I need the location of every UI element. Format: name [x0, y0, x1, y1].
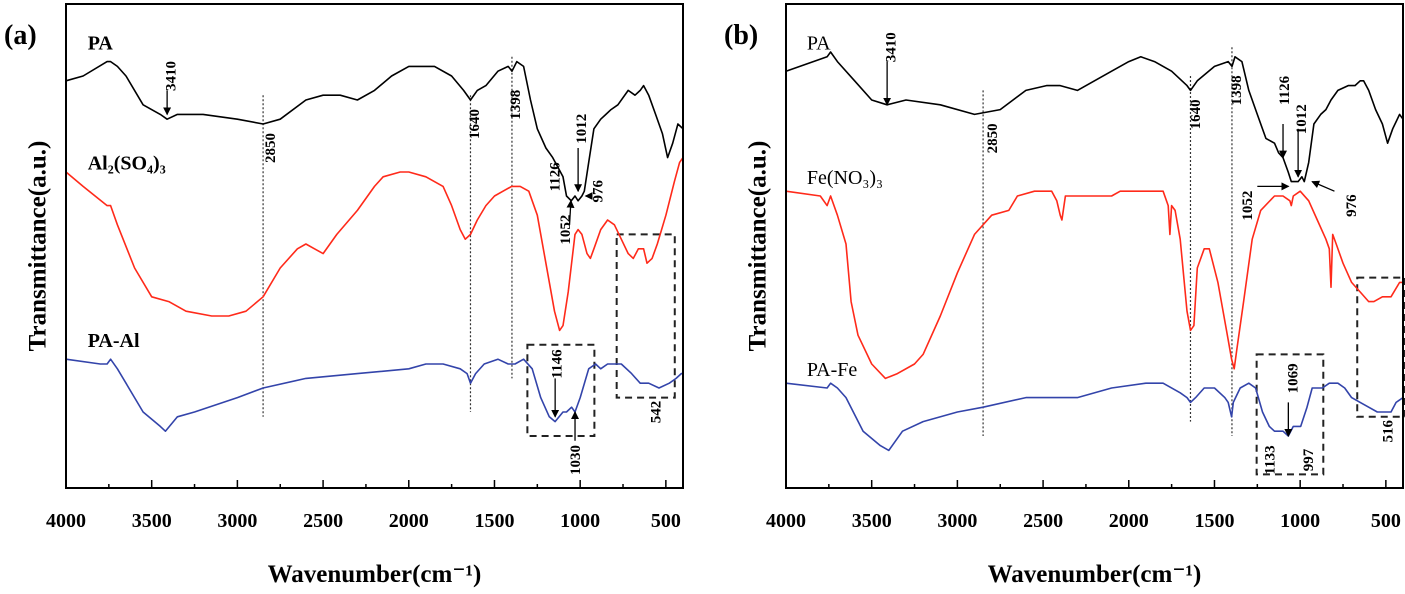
series-line-al-so- [65, 157, 684, 332]
peak-label-1012: 1012 [1294, 104, 1310, 134]
panel-label: (b) [724, 20, 758, 51]
peak-label-976: 976 [1344, 194, 1360, 217]
peak-arrow [566, 199, 575, 225]
x-tick-label: 1000 [560, 510, 600, 532]
peak-label-1398: 1398 [1229, 75, 1245, 105]
peak-arrow [1311, 180, 1335, 192]
highlight-box [1356, 276, 1405, 418]
peak-label-976: 976 [590, 179, 606, 202]
series-line-pa [785, 51, 1404, 183]
peak-label-997: 997 [1301, 448, 1317, 471]
series-label: PA [88, 32, 114, 54]
highlight-box [615, 233, 676, 399]
peak-label-2850: 2850 [263, 133, 279, 163]
x-tick-label: 1500 [1194, 510, 1234, 532]
peak-label-1133: 1133 [1262, 445, 1278, 474]
peak-label-1146: 1146 [549, 349, 565, 379]
panel-label: (a) [4, 20, 37, 51]
series-label: Fe(NO₃)₃ [807, 167, 883, 189]
x-tick-label: 2500 [1023, 510, 1063, 532]
highlight-box [1255, 353, 1325, 476]
series-line-pa [65, 60, 684, 202]
panel-b: 4000 3500 3000 2500 2000 1500 1000 500 PA Fe(NO₃)… [724, 3, 1405, 588]
x-tick-label: 500 [651, 510, 681, 532]
x-tick-label: 3000 [937, 510, 977, 532]
y-axis-title: Transmittance(a.u.) [25, 141, 52, 352]
peak-label-1126: 1126 [1277, 75, 1293, 105]
peak-label-1398: 1398 [508, 90, 524, 120]
x-tick-label: 500 [1371, 510, 1401, 532]
x-axis-title: Wavenumber(cm⁻¹) [988, 561, 1202, 588]
peak-label-1069: 1069 [1285, 363, 1301, 393]
y-axis-title: Transmittance(a.u.) [745, 141, 772, 352]
series-label: Al₂(SO₄)₃ [88, 152, 166, 174]
x-tick-label: 3500 [132, 510, 172, 532]
series-line-pa-al [65, 358, 683, 432]
peak-label-3410: 3410 [884, 32, 900, 62]
series-label: PA-Fe [807, 359, 858, 381]
peak-label-1640: 1640 [467, 109, 483, 139]
x-tick-label: 3500 [852, 510, 892, 532]
peak-label-1640: 1640 [1188, 99, 1204, 129]
x-tick-label: 2000 [1109, 510, 1149, 532]
series-label: PA-Al [88, 330, 140, 352]
peak-label-1030: 1030 [568, 445, 584, 475]
x-tick-label: 4000 [766, 510, 806, 532]
peak-label-542: 542 [649, 401, 665, 424]
x-tick-label: 1000 [1280, 510, 1320, 532]
panel-a: 4000 3500 3000 2500 2000 1500 1000 500 PA Al₂(SO₄… [4, 3, 684, 588]
x-tick-label: 1500 [474, 510, 514, 532]
x-tick-label: 4000 [46, 510, 86, 532]
x-tick-label: 2000 [389, 510, 429, 532]
peak-label-516: 516 [1381, 419, 1397, 442]
peak-label-1052: 1052 [1240, 191, 1256, 221]
peak-label-2850: 2850 [985, 123, 1001, 153]
series-label: PA [807, 32, 831, 54]
peak-label-1126: 1126 [548, 162, 564, 192]
plot-frame [785, 3, 1404, 489]
x-tick-label: 2500 [303, 510, 343, 532]
peak-label-1012: 1012 [574, 114, 590, 144]
highlight-box [526, 343, 596, 437]
peak-label-1052: 1052 [558, 215, 574, 245]
x-axis-title: Wavenumber(cm⁻¹) [268, 561, 482, 588]
plot-frame [65, 3, 684, 489]
x-tick-label: 3000 [217, 510, 257, 532]
series-line-fe-no- [785, 190, 1403, 380]
peak-label-3410: 3410 [164, 61, 180, 91]
series-line-pa-fe [785, 382, 1404, 452]
